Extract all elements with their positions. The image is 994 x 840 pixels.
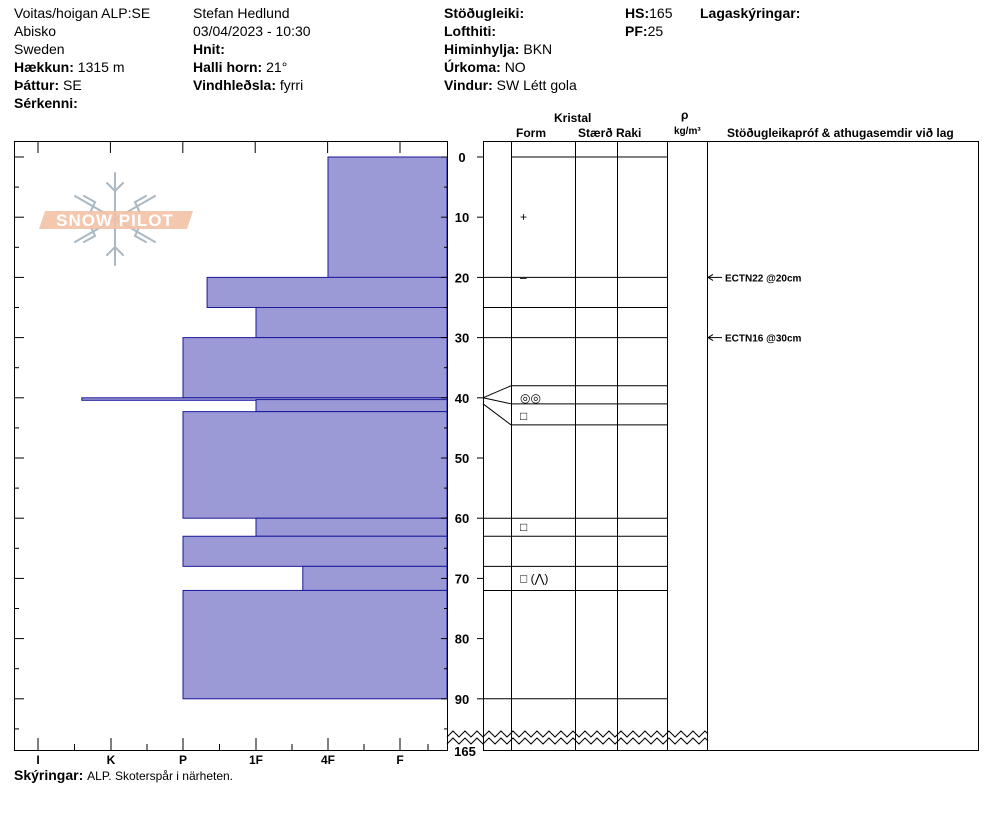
stability-test-label: ECTN22 @20cm (725, 273, 802, 284)
hardness-axis: I K P 1F 4F F (36, 141, 429, 767)
slope-value: 21° (266, 59, 288, 75)
layer-boundaries (482, 156, 667, 700)
pf-label: PF: (625, 23, 648, 39)
depth-axis: 0 10 20 30 40 50 60 70 80 90 (14, 141, 483, 751)
wind: Vindur: SW Létt gola (444, 77, 577, 93)
hardness-layer-bar (182, 589, 448, 700)
depth-tick-label: 0 (458, 150, 465, 165)
depth-tick-label: 70 (455, 571, 469, 586)
aspect-label: Þáttur: (14, 77, 60, 93)
test-arrowhead (707, 273, 714, 281)
wind-value: SW Létt gola (496, 77, 577, 93)
aspect-value: SE (63, 77, 82, 93)
features-label: Sérkenni: (14, 95, 78, 111)
hardness-layer-bar (255, 307, 448, 339)
place: Abisko (14, 23, 57, 39)
precip-label: Úrkoma: (444, 59, 501, 75)
precip-value: NO (504, 59, 526, 75)
aspect: Þáttur: SE (14, 77, 82, 93)
sky-value: BKN (523, 41, 553, 57)
snow-pilot-logo: SNOW PILOT (39, 172, 193, 266)
depth-tick-label: 60 (455, 511, 469, 526)
size-header: Stærð (578, 126, 613, 140)
crystal-header: Kristal (554, 111, 592, 125)
elevation-value: 1315 m (77, 59, 125, 75)
grain-symbol: □ (⋀) (520, 571, 548, 585)
crystal-grid (483, 141, 979, 751)
hs-value: 165 (649, 5, 673, 21)
hardness-tick-label: K (107, 753, 116, 767)
density-unit-header: kg/m³ (674, 126, 701, 137)
sky-label: Himinhylja: (444, 41, 520, 57)
layer-connector-line (482, 397, 512, 405)
layer-connector-line (482, 403, 512, 426)
tests-header: Stöðugleikapróf & athugasemdir við lag (727, 126, 954, 140)
stability-tests: ECTN22 @20cm ECTN16 @30cm (707, 273, 802, 345)
pf: PF:25 (625, 23, 663, 39)
hardness-tick-label: P (179, 753, 187, 767)
moisture-header: Raki (616, 126, 642, 140)
coords-label: Hnit: (193, 41, 225, 57)
test-arrowhead (707, 334, 714, 342)
layer-notes-label: Lagaskýringar: (700, 5, 801, 21)
grain-symbol: □ (520, 409, 527, 423)
elevation-label: Hækkun: (14, 59, 74, 75)
total-depth-label: 165 (454, 744, 476, 759)
location: Voitas/hoigan ALP:SE (14, 5, 151, 21)
depth-break-mark (446, 730, 709, 745)
hs-label: HS: (625, 5, 650, 21)
grain-symbol: – (520, 270, 527, 284)
rho-header: ρ (681, 108, 689, 122)
hardness-layer-bar (327, 156, 448, 278)
precip: Úrkoma: NO (444, 59, 526, 75)
layer-connector-line (482, 385, 512, 399)
hardness-layer-bar (302, 565, 448, 591)
hardness-layer-bar (255, 517, 448, 537)
stability-label: Stöðugleiki: (444, 5, 525, 21)
stability-test-label: ECTN16 @30cm (725, 334, 802, 345)
depth-tick-label: 90 (455, 692, 469, 707)
depth-tick-label: 20 (455, 270, 469, 285)
hardness-tick-label: 4F (321, 753, 335, 767)
observer: Stefan Hedlund (193, 5, 290, 21)
hardness-layer-bar (255, 399, 448, 413)
depth-tick-label: 30 (455, 331, 469, 346)
hardness-tick-label: 1F (249, 753, 263, 767)
grain-symbol: + (520, 210, 527, 224)
air-temp-label: Lofthiti: (444, 23, 497, 39)
hardness-tick-label: F (396, 753, 403, 767)
hardness-layer-bar (206, 276, 448, 308)
footer-notes: Skýringar: ALP. Skoterspår i närheten. (14, 767, 233, 784)
datetime: 03/04/2023 - 10:30 (193, 23, 311, 39)
grain-symbols: + – ◎◎ □ □ □ (⋀) (520, 210, 548, 585)
wind-label: Vindur: (444, 77, 493, 93)
depth-tick-label: 80 (455, 632, 469, 647)
form-header: Form (516, 126, 546, 140)
grain-symbol: □ (520, 520, 527, 534)
footer-notes-value: ALP. Skoterspår i närheten. (87, 769, 234, 783)
footer-notes-label: Skýringar: (14, 767, 84, 783)
slope: Halli horn: 21° (193, 59, 287, 75)
hardness-layer-bar (182, 411, 448, 519)
hardness-layer-bar (182, 337, 448, 399)
depth-tick-label: 40 (455, 391, 469, 406)
grain-symbol: ◎◎ (520, 391, 541, 405)
hardness-tick-label: I (36, 753, 39, 767)
depth-tick-label: 50 (455, 451, 469, 466)
wind-loading-label: Vindhleðsla: (193, 77, 276, 93)
slope-label: Halli horn: (193, 59, 263, 75)
elevation: Hækkun: 1315 m (14, 59, 125, 75)
country: Sweden (14, 41, 65, 57)
hs: HS:165 (625, 5, 672, 21)
hardness-layers (81, 156, 448, 700)
pf-value: 25 (647, 23, 664, 39)
logo-text: SNOW PILOT (56, 211, 174, 230)
wind-loading-value: fyrri (279, 77, 304, 93)
depth-tick-label: 10 (455, 210, 469, 225)
sky: Himinhylja: BKN (444, 41, 552, 57)
hardness-layer-bar (182, 535, 448, 567)
wind-loading: Vindhleðsla: fyrri (193, 77, 303, 93)
